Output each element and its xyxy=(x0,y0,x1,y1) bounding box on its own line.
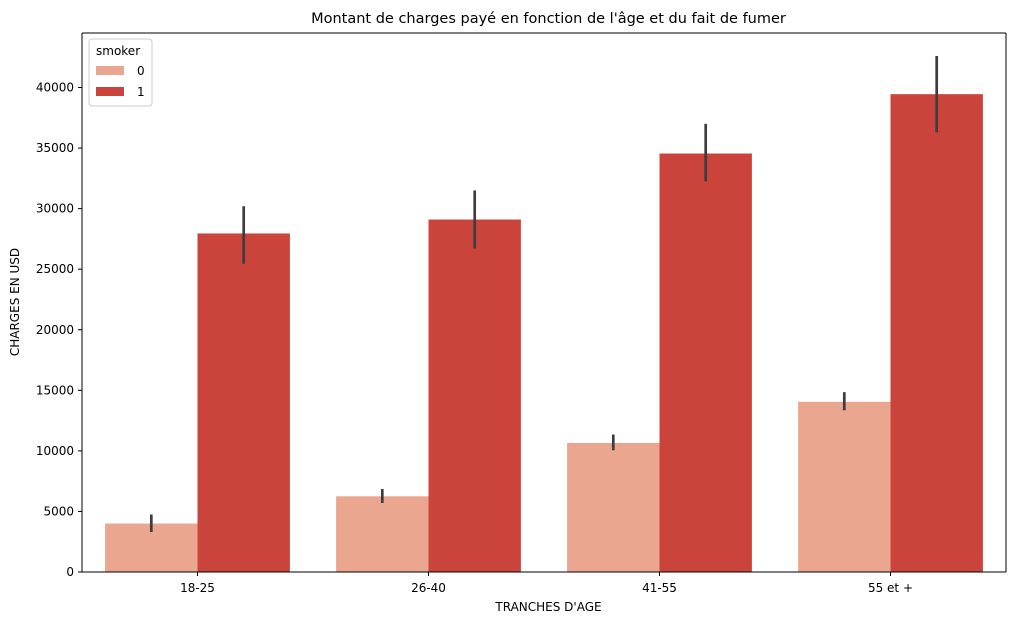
plot-area: 0 5000 10000 15000 20000 25000 30000 35000 40000… xyxy=(36,32,1007,595)
bar-0-41-55 xyxy=(567,443,660,572)
legend: smoker 0 1 xyxy=(88,38,153,107)
bar-0-55 et + xyxy=(798,401,891,572)
x-tick-label-55 et +: 55 et + xyxy=(868,581,913,595)
legend-label-1: 1 xyxy=(137,85,145,99)
y-tick-label-5000: 5000 xyxy=(43,504,74,518)
legend-title: smoker xyxy=(96,44,140,58)
y-axis-title: CHARGES EN USD xyxy=(8,248,22,356)
bar-0-26-40 xyxy=(336,496,429,572)
bar-1-26-40 xyxy=(428,219,521,572)
y-tick-label-20000: 20000 xyxy=(36,323,74,337)
legend-swatch-1 xyxy=(96,87,124,96)
bar-1-18-25 xyxy=(197,233,290,573)
x-tick-label-41-55: 41-55 xyxy=(642,581,677,595)
legend-label-0: 0 xyxy=(137,64,145,78)
x-tick-label-26-40: 26-40 xyxy=(411,581,446,595)
legend-swatch-0 xyxy=(96,66,124,75)
y-tick-label-15000: 15000 xyxy=(36,383,74,397)
bar-1-55 et + xyxy=(890,94,983,572)
x-tick-label-18-25: 18-25 xyxy=(180,581,215,595)
y-tick-label-10000: 10000 xyxy=(36,444,74,458)
x-axis-title: TRANCHES D'AGE xyxy=(494,600,601,614)
chart-title: Montant de charges payé en fonction de l… xyxy=(311,11,786,27)
y-tick-label-35000: 35000 xyxy=(36,141,74,155)
bar-1-41-55 xyxy=(659,153,752,572)
y-tick-label-0: 0 xyxy=(66,565,74,579)
y-tick-label-30000: 30000 xyxy=(36,202,74,216)
y-tick-label-25000: 25000 xyxy=(36,262,74,276)
y-tick-label-40000: 40000 xyxy=(36,81,74,95)
